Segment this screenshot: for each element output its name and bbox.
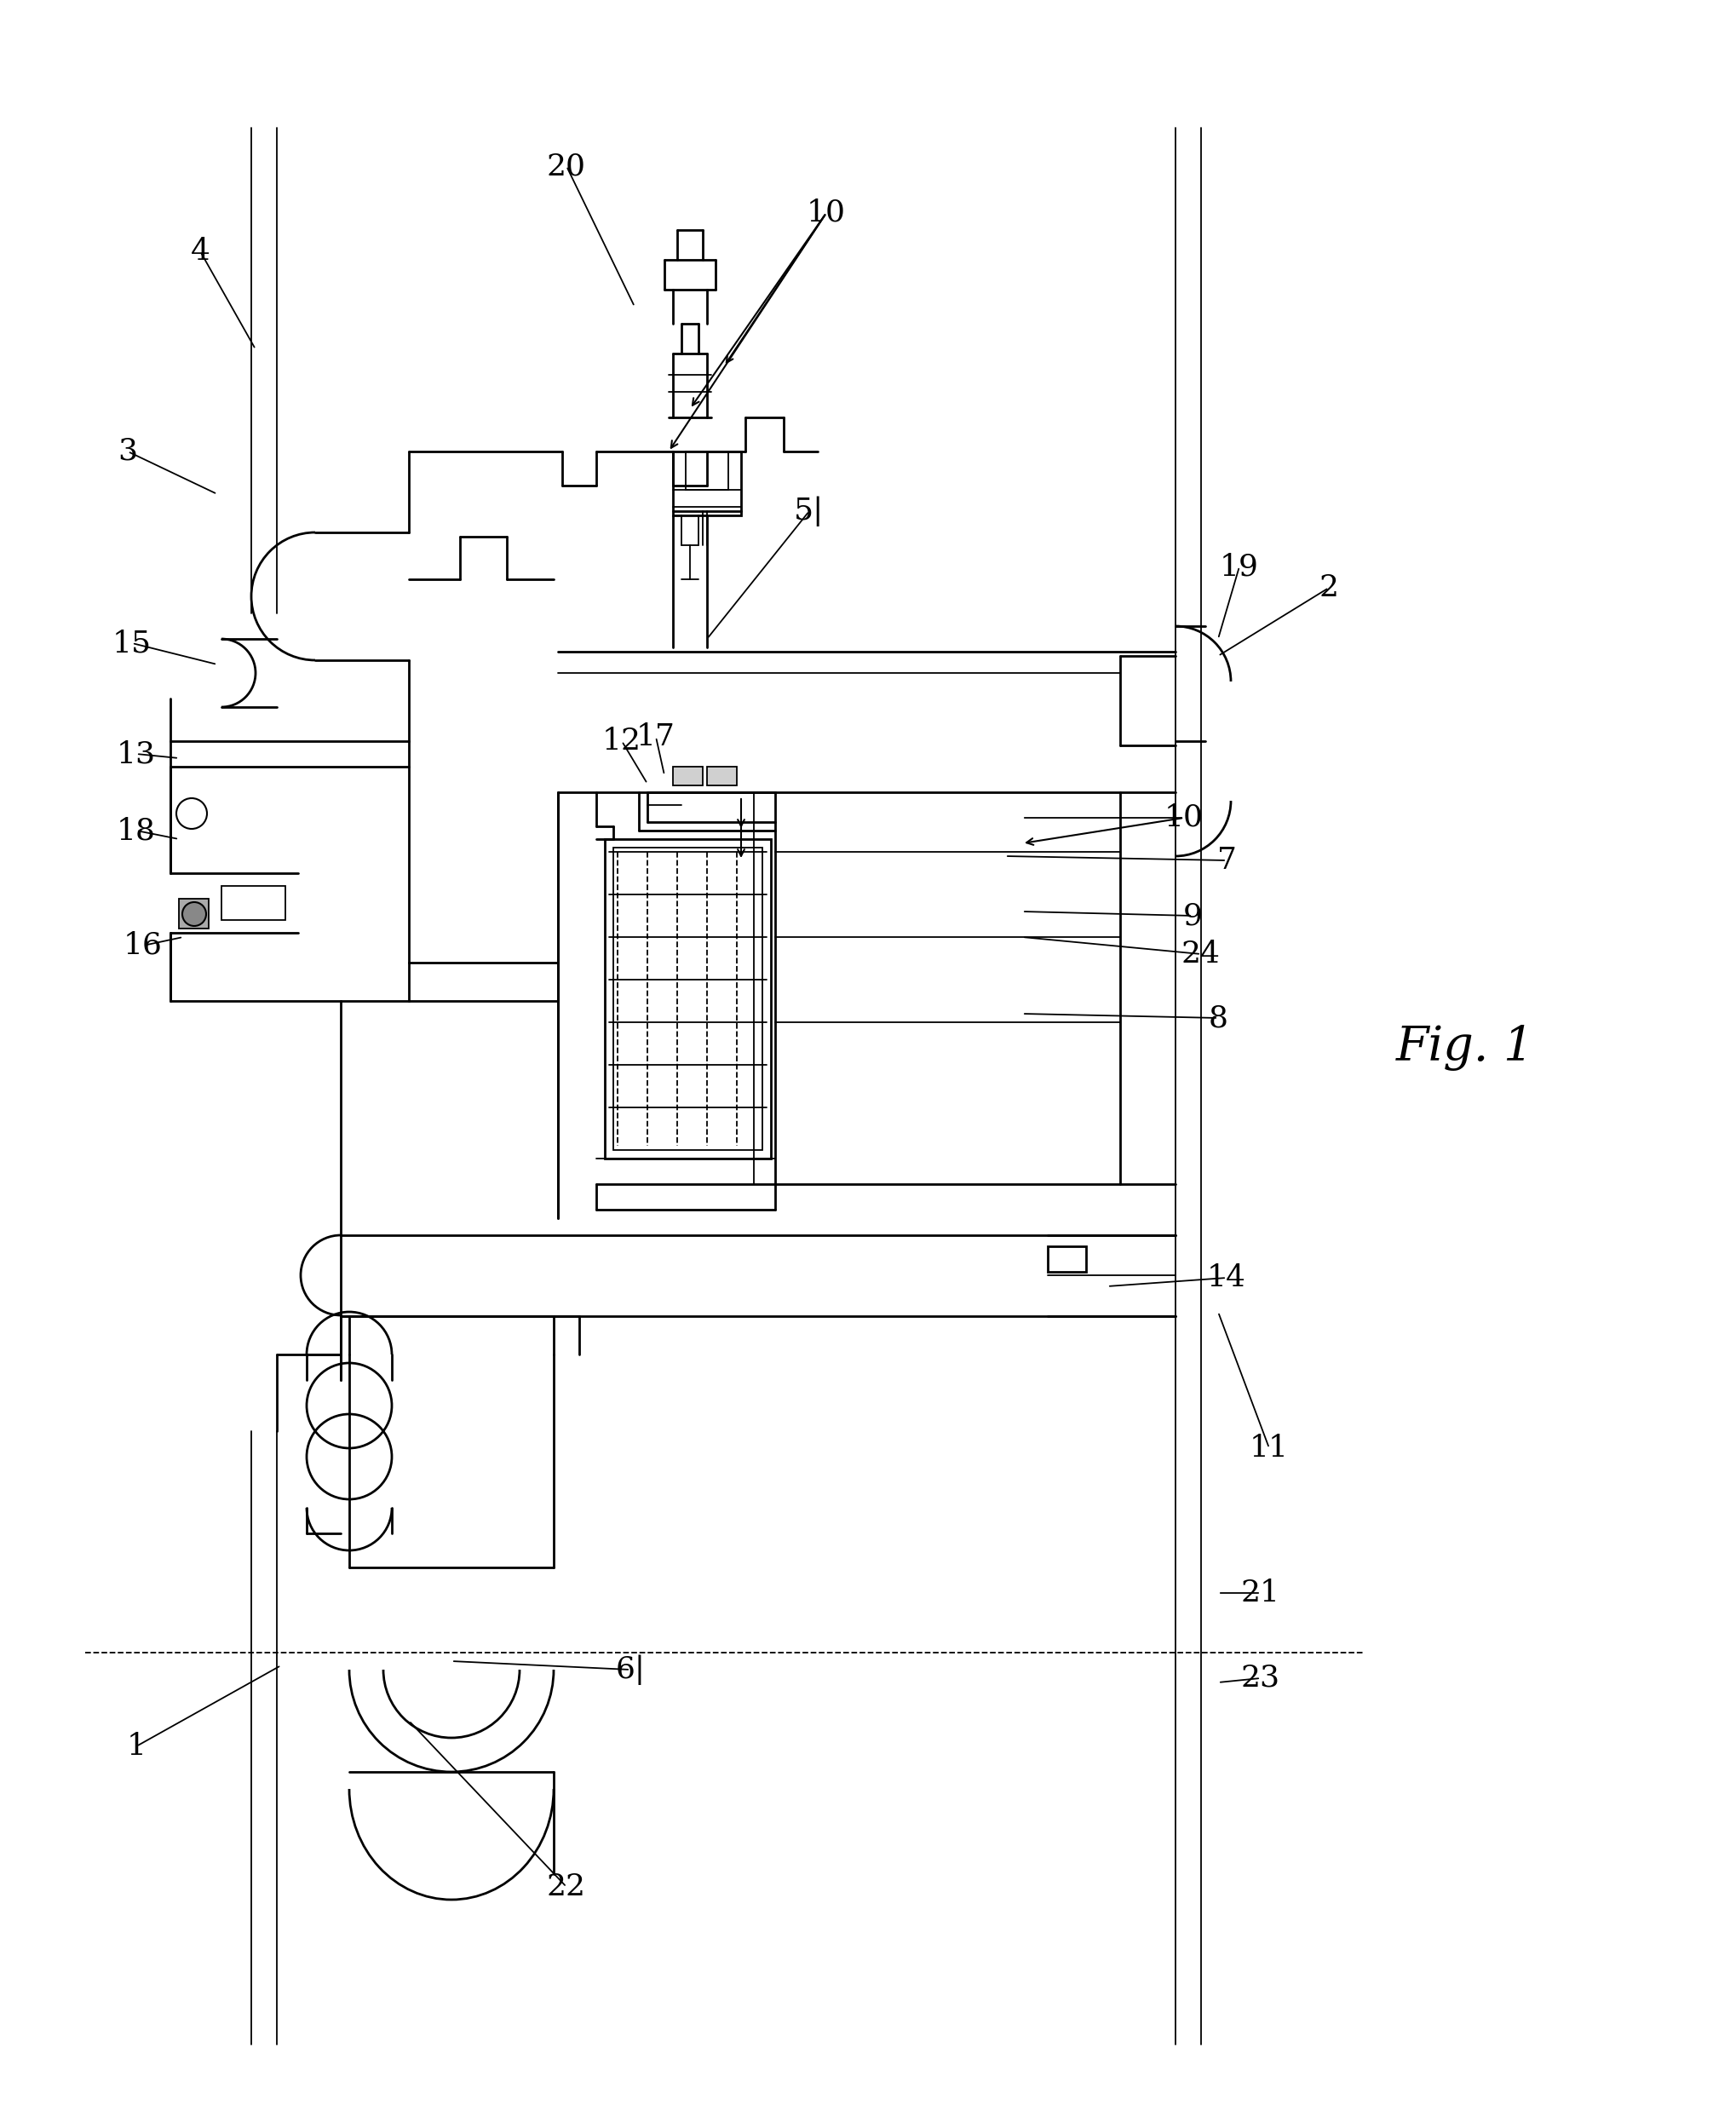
Text: 22: 22 [547, 1872, 587, 1901]
Bar [674, 766, 703, 785]
Bar [179, 900, 208, 929]
Text: 10: 10 [1165, 804, 1203, 832]
Bar [613, 847, 762, 1150]
Text: Fig. 1: Fig. 1 [1396, 1025, 1535, 1072]
Text: 23: 23 [1241, 1664, 1281, 1693]
Text: 11: 11 [1250, 1434, 1288, 1462]
Text: 9: 9 [1182, 902, 1203, 929]
Text: 8: 8 [1208, 1004, 1227, 1033]
Bar [686, 452, 729, 490]
Text: 20: 20 [547, 151, 587, 180]
Text: 24: 24 [1182, 940, 1220, 968]
Text: 2: 2 [1319, 573, 1338, 603]
Text: 18: 18 [116, 817, 156, 845]
Text: 19: 19 [1220, 552, 1259, 581]
Bar [674, 452, 741, 516]
Text: 15: 15 [113, 628, 151, 658]
Text: 3: 3 [118, 437, 137, 467]
Circle shape [182, 902, 207, 925]
Text: 5|: 5| [793, 497, 825, 526]
Text: 13: 13 [116, 738, 156, 768]
Text: 10: 10 [807, 199, 845, 227]
Bar [1049, 1246, 1087, 1271]
Text: 1: 1 [127, 1732, 146, 1761]
Circle shape [177, 798, 207, 830]
Bar [707, 766, 736, 785]
Bar [222, 887, 285, 921]
Text: 4: 4 [191, 238, 210, 265]
Text: 6|: 6| [616, 1655, 646, 1685]
Text: 12: 12 [602, 726, 641, 755]
Bar [604, 838, 771, 1159]
Text: 17: 17 [637, 721, 675, 751]
Text: 7: 7 [1217, 847, 1236, 874]
Text: 21: 21 [1241, 1579, 1279, 1608]
Text: 14: 14 [1207, 1263, 1246, 1292]
Text: 16: 16 [123, 932, 163, 959]
